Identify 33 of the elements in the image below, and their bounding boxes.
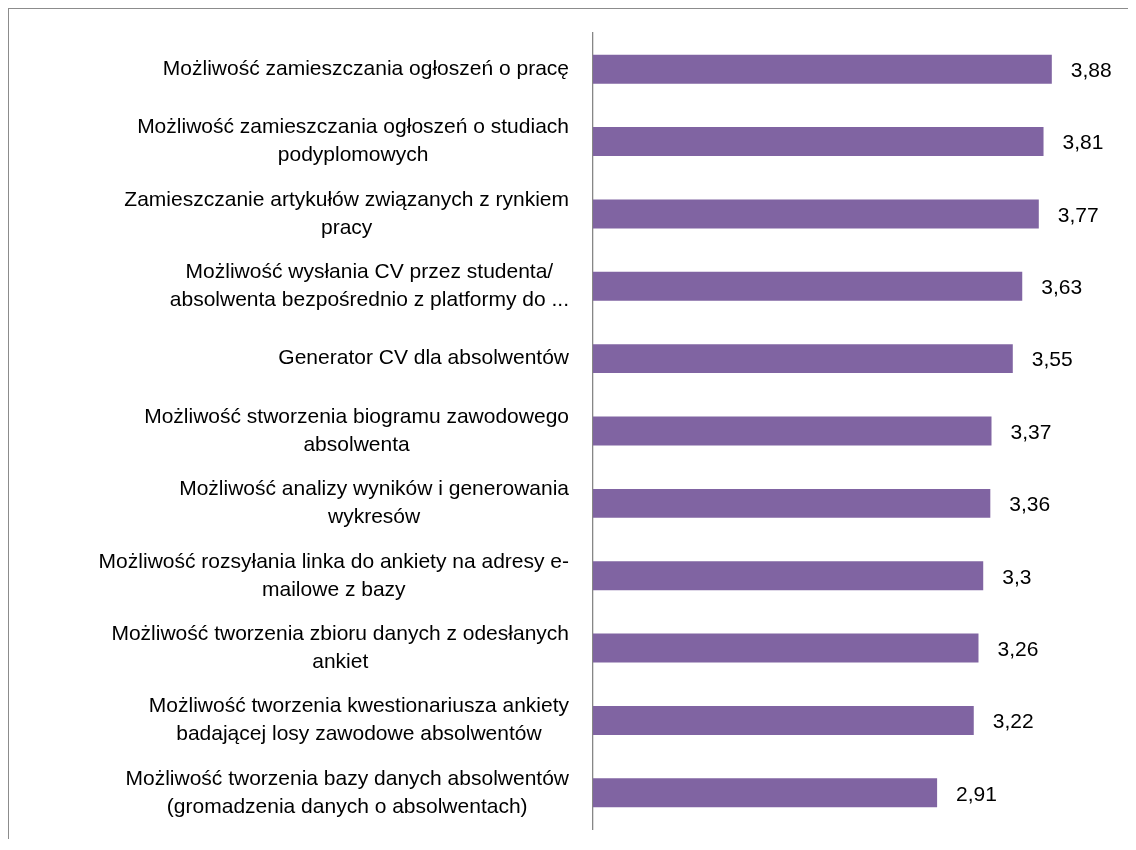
data-label: 3,63 <box>1041 275 1083 299</box>
data-label: 3,81 <box>1062 130 1104 154</box>
bar <box>593 199 1039 229</box>
data-label: 3,26 <box>997 636 1039 660</box>
bar <box>593 778 938 808</box>
bar <box>593 705 974 735</box>
data-label: 3,37 <box>1010 419 1052 443</box>
bar <box>593 127 1044 157</box>
bar <box>593 561 984 591</box>
bar <box>593 488 991 518</box>
bar <box>593 416 992 446</box>
data-label: 3,55 <box>1031 347 1073 371</box>
y-tick-label: Zamieszczanie artykułów związanych z rynkiem pracy <box>124 186 569 238</box>
y-tick-label: Możliwość tworzenia zbioru danych z odesłanych ankiet <box>111 620 570 672</box>
data-label: 2,91 <box>956 781 997 805</box>
y-tick-label: Możliwość stworzenia biogramu zawodowego absolwenta <box>144 403 570 455</box>
y-tick-label: Możliwość rozsyłania linka do ankiety na adresy e- mailowe z bazy <box>98 548 570 600</box>
y-tick-label: Generator CV dla absolwentów <box>278 345 570 369</box>
y-tick-label: Możliwość zamieszczania ogłoszeń o studiach podyplomowych <box>137 114 570 166</box>
data-label: 3,77 <box>1057 202 1099 226</box>
bar <box>593 633 979 663</box>
data-label: 3,22 <box>992 709 1034 733</box>
y-tick-label: Możliwość wysłania CV przez studenta/ absolwenta bezpośrednio z platformy do ... <box>169 259 569 311</box>
y-tick-label: Możliwość zamieszczania ogłoszeń o pracę <box>162 55 569 79</box>
bar <box>593 271 1023 301</box>
bar <box>593 54 1052 84</box>
y-tick-label: Możliwość analizy wyników i generowania wykresów <box>179 476 570 528</box>
data-label: 3,3 <box>1002 564 1032 588</box>
y-tick-label: Możliwość tworzenia bazy danych absolwentów (gromadzenia danych o absolwentach) <box>125 765 570 817</box>
bar <box>593 344 1013 374</box>
data-label: 3,88 <box>1070 57 1112 81</box>
data-label: 3,36 <box>1009 492 1051 516</box>
y-tick-label: Możliwość tworzenia kwestionariusza ankiety badającej losy zawodowe absolwentów <box>148 693 570 745</box>
